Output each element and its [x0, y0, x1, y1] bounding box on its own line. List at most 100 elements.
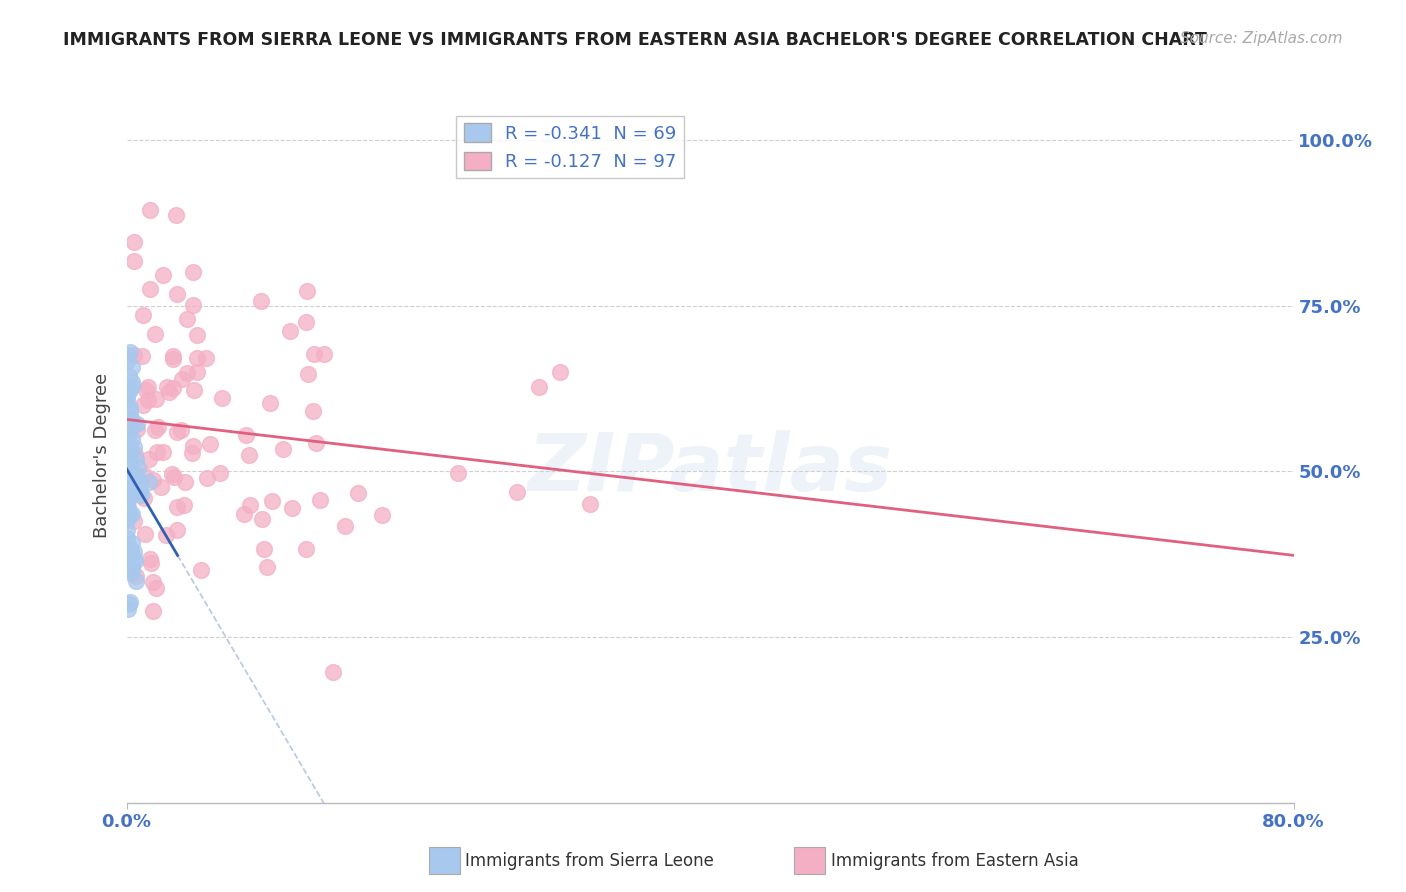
Point — [162, 351, 184, 366]
Point — [122, 348, 145, 362]
Point — [118, 541, 141, 556]
Point — [347, 485, 370, 500]
Point — [295, 284, 318, 298]
Point — [295, 315, 318, 329]
Point — [143, 326, 166, 341]
Point — [186, 351, 208, 365]
Point — [156, 380, 179, 394]
Point — [127, 460, 149, 475]
Point — [295, 542, 318, 557]
Point — [128, 484, 150, 499]
Point — [118, 368, 141, 383]
Point — [117, 481, 139, 495]
Point — [120, 345, 142, 359]
Point — [160, 467, 183, 481]
Point — [127, 417, 149, 432]
Text: ZIPatlas: ZIPatlas — [527, 430, 893, 508]
Point — [118, 597, 141, 611]
Point — [125, 451, 148, 466]
Point — [250, 512, 273, 526]
Point — [149, 480, 172, 494]
Point — [305, 435, 328, 450]
Point — [256, 560, 278, 574]
Point — [235, 427, 257, 442]
Point — [370, 508, 392, 522]
Point — [117, 513, 139, 527]
Point — [157, 384, 180, 399]
Point — [117, 504, 139, 518]
Point — [506, 484, 529, 499]
Point — [122, 417, 145, 431]
Point — [135, 383, 157, 397]
Point — [208, 467, 231, 481]
Point — [120, 470, 142, 484]
Point — [124, 440, 146, 454]
Point — [129, 488, 152, 502]
Point — [183, 383, 205, 397]
Point — [238, 448, 260, 462]
Point — [122, 545, 145, 559]
Point — [142, 603, 165, 617]
Point — [122, 254, 145, 268]
Point — [121, 360, 143, 375]
Point — [143, 423, 166, 437]
Point — [142, 473, 165, 487]
Point — [170, 423, 193, 437]
Point — [297, 367, 319, 381]
Point — [181, 265, 204, 279]
Point — [142, 574, 165, 589]
Point — [162, 349, 184, 363]
Point — [163, 470, 186, 484]
Point — [118, 507, 141, 521]
Point — [115, 426, 138, 441]
Point — [117, 388, 139, 402]
Text: Immigrants from Sierra Leone: Immigrants from Sierra Leone — [465, 852, 714, 870]
Point — [198, 437, 221, 451]
Point — [280, 500, 302, 515]
Text: IMMIGRANTS FROM SIERRA LEONE VS IMMIGRANTS FROM EASTERN ASIA BACHELOR'S DEGREE C: IMMIGRANTS FROM SIERRA LEONE VS IMMIGRAN… — [63, 31, 1208, 49]
Point — [170, 372, 193, 386]
Point — [181, 298, 204, 312]
Point — [271, 442, 294, 456]
Point — [180, 446, 202, 460]
Point — [145, 582, 167, 596]
Point — [166, 287, 188, 301]
Point — [186, 327, 208, 342]
Text: Immigrants from Eastern Asia: Immigrants from Eastern Asia — [831, 852, 1078, 870]
Point — [176, 367, 198, 381]
Point — [132, 491, 155, 506]
Point — [136, 392, 159, 407]
Point — [141, 557, 163, 571]
Point — [186, 365, 208, 379]
Point — [250, 294, 273, 309]
Point — [165, 208, 187, 222]
Point — [148, 420, 170, 434]
Point — [125, 467, 148, 482]
Point — [162, 381, 184, 395]
Point — [138, 452, 160, 467]
Point — [121, 559, 143, 574]
Point — [136, 380, 159, 394]
Point — [122, 235, 145, 250]
Point — [115, 354, 138, 368]
Point — [118, 457, 141, 471]
Point — [125, 574, 148, 589]
Point — [173, 498, 195, 512]
Point — [152, 444, 174, 458]
Point — [195, 470, 218, 484]
Point — [115, 446, 138, 460]
Point — [120, 445, 142, 459]
Point — [118, 456, 141, 470]
Point — [579, 497, 602, 511]
Point — [322, 665, 344, 679]
Point — [117, 469, 139, 483]
Point — [138, 551, 160, 566]
Point — [181, 439, 204, 453]
Point — [124, 554, 146, 568]
Point — [118, 383, 141, 397]
Point — [447, 467, 470, 481]
Point — [117, 380, 139, 394]
Point — [253, 541, 276, 556]
Point — [166, 523, 188, 537]
Point — [195, 351, 218, 365]
